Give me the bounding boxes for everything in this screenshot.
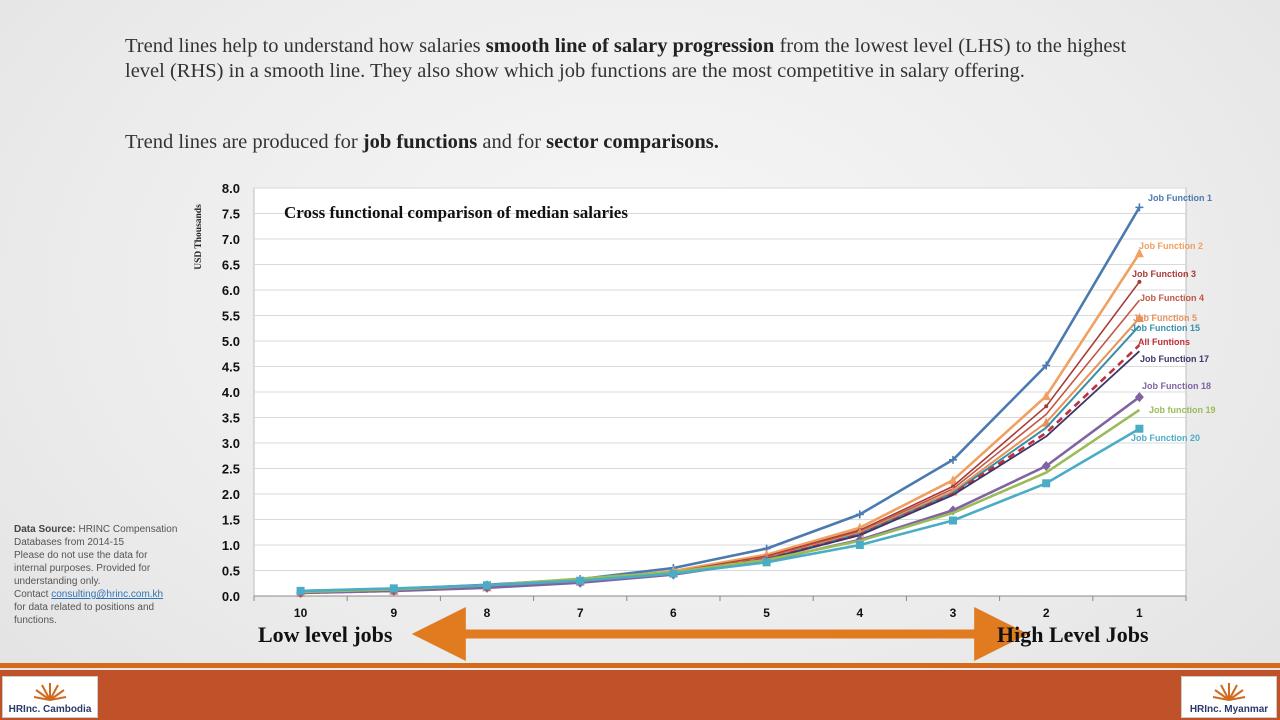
- data-point: [948, 475, 958, 485]
- data-source-text: HRINC Compensation Databases from 2014-1…: [14, 524, 178, 548]
- data-point: [1041, 391, 1051, 401]
- data-point: [389, 584, 398, 593]
- y-tick-label: 0.5: [222, 564, 240, 579]
- logo-myanmar: HRInc. Myanmar: [1181, 676, 1277, 718]
- intro-text-2: from the lowest level (LHS) to the highe…: [125, 35, 1127, 82]
- grid-lines: [254, 187, 1186, 571]
- y-tick-label: 3.5: [222, 411, 240, 426]
- intro2-emphasis-2: sector comparisons.: [546, 131, 719, 153]
- y-tick-label: 1.5: [222, 513, 240, 528]
- series-line: [300, 427, 1141, 593]
- data-point: [1135, 424, 1144, 433]
- data-source-note: Data Source: HRINC Compensation Database…: [14, 523, 179, 627]
- data-point: [855, 510, 864, 519]
- contact-note: for data related to positions and functi…: [14, 602, 155, 626]
- x-tick-label: 1: [1136, 606, 1143, 620]
- legend-label: Job Function 15: [1131, 323, 1200, 333]
- y-axis-label: USD Thousands: [194, 204, 204, 270]
- data-point: [1041, 460, 1051, 471]
- legend-label: All Funtions: [1138, 337, 1190, 347]
- legend-label: Job Function 3: [1132, 269, 1196, 279]
- low-level-jobs-label: Low level jobs: [258, 622, 393, 647]
- logo-cambodia-text: HRInc. Cambodia: [8, 704, 92, 715]
- x-tick-label: 9: [390, 606, 397, 620]
- footer-band: [0, 670, 1280, 720]
- x-tick-label: 6: [670, 606, 677, 620]
- y-tick-label: 5.0: [222, 334, 240, 349]
- y-tick-label: 4.5: [222, 360, 240, 375]
- data-point: [576, 576, 585, 585]
- series-group: [296, 203, 1144, 598]
- data-usage-note: Please do not use the data for internal …: [14, 550, 151, 587]
- intro-paragraph-2: Trend lines are produced for job functio…: [125, 131, 719, 154]
- y-tick-label: 4.0: [222, 385, 240, 400]
- x-tick-label: 5: [763, 606, 770, 620]
- intro-emphasis-1: smooth line of salary progression: [485, 35, 775, 57]
- x-tick-label: 7: [577, 606, 584, 620]
- y-tick-label: 7.5: [222, 207, 240, 222]
- x-tick-label: 10: [294, 606, 308, 620]
- legend-label: Job Function 17: [1140, 354, 1209, 364]
- legend-label: Job Function 18: [1142, 381, 1211, 391]
- y-tick-label: 3.0: [222, 436, 240, 451]
- data-point: [762, 558, 771, 567]
- contact-email-link[interactable]: consulting@hrinc.com.kh: [51, 589, 164, 600]
- data-point: [296, 586, 305, 595]
- y-tick-label: 6.0: [222, 283, 240, 298]
- legend: Job Function 1 Job Function 2 Job Function…: [1131, 193, 1216, 443]
- contact-prefix: Contact: [14, 589, 52, 600]
- legend-label: Job Function 5: [1133, 313, 1197, 323]
- x-tick-label: 3: [950, 606, 957, 620]
- intro-paragraph: Trend lines help to understand how salar…: [125, 34, 1135, 84]
- data-point: [1042, 479, 1051, 488]
- sunburst-logo-icon: [1212, 683, 1246, 701]
- data-source-label: Data Source:: [14, 524, 76, 535]
- data-point: [949, 455, 957, 464]
- sunburst-logo-icon: [33, 683, 67, 701]
- x-tick-label: 2: [1043, 606, 1050, 620]
- data-point: [483, 581, 491, 590]
- data-point: [1044, 404, 1049, 409]
- y-tick-label: 2.5: [222, 462, 240, 477]
- data-point: [855, 541, 864, 549]
- x-tick-label: 4: [856, 606, 863, 620]
- data-point: [1134, 392, 1144, 403]
- chart-title: Cross functional comparison of median sa…: [284, 203, 628, 222]
- x-tick-label: 8: [484, 606, 491, 620]
- footer-rule: [0, 663, 1280, 668]
- intro2-text-2: and for: [477, 131, 547, 153]
- logo-myanmar-text: HRInc. Myanmar: [1189, 704, 1269, 715]
- intro-text-1: Trend lines help to understand how salar…: [125, 35, 486, 57]
- data-point: [669, 569, 678, 578]
- data-point: [1042, 361, 1051, 370]
- data-point: [949, 516, 957, 525]
- intro2-text-1: Trend lines are produced for: [125, 131, 363, 153]
- data-point: [1134, 313, 1144, 323]
- legend-label: Job Function 20: [1131, 433, 1200, 443]
- y-tick-label: 8.0: [222, 181, 240, 196]
- y-tick-label: 7.0: [222, 232, 240, 247]
- high-level-jobs-label: High Level Jobs: [997, 622, 1149, 647]
- y-tick-label: 0.0: [222, 589, 240, 604]
- legend-label: Job Function 1: [1148, 193, 1212, 203]
- data-point: [1135, 203, 1144, 212]
- intro2-emphasis-1: job functions: [362, 131, 478, 153]
- data-point: [1137, 279, 1142, 284]
- y-axis: 0.0 0.5 1.0 1.5 2.0 2.5 3.0 3.5 4.0 4.5 5.0 5.5 6.0 6…: [222, 181, 240, 604]
- y-tick-label: 5.5: [222, 309, 240, 324]
- logo-cambodia: HRInc. Cambodia: [2, 676, 98, 718]
- y-tick-label: 6.5: [222, 258, 240, 273]
- data-point: [1134, 248, 1144, 258]
- legend-label: Job Function 4: [1140, 293, 1204, 303]
- legend-label: Job Function 2: [1139, 241, 1203, 251]
- y-tick-label: 2.0: [222, 487, 240, 502]
- legend-label: Job function 19: [1149, 405, 1216, 415]
- x-axis: 10 9 8 7 6 5 4 3 2 1: [253, 595, 1187, 620]
- y-tick-label: 1.0: [222, 538, 240, 553]
